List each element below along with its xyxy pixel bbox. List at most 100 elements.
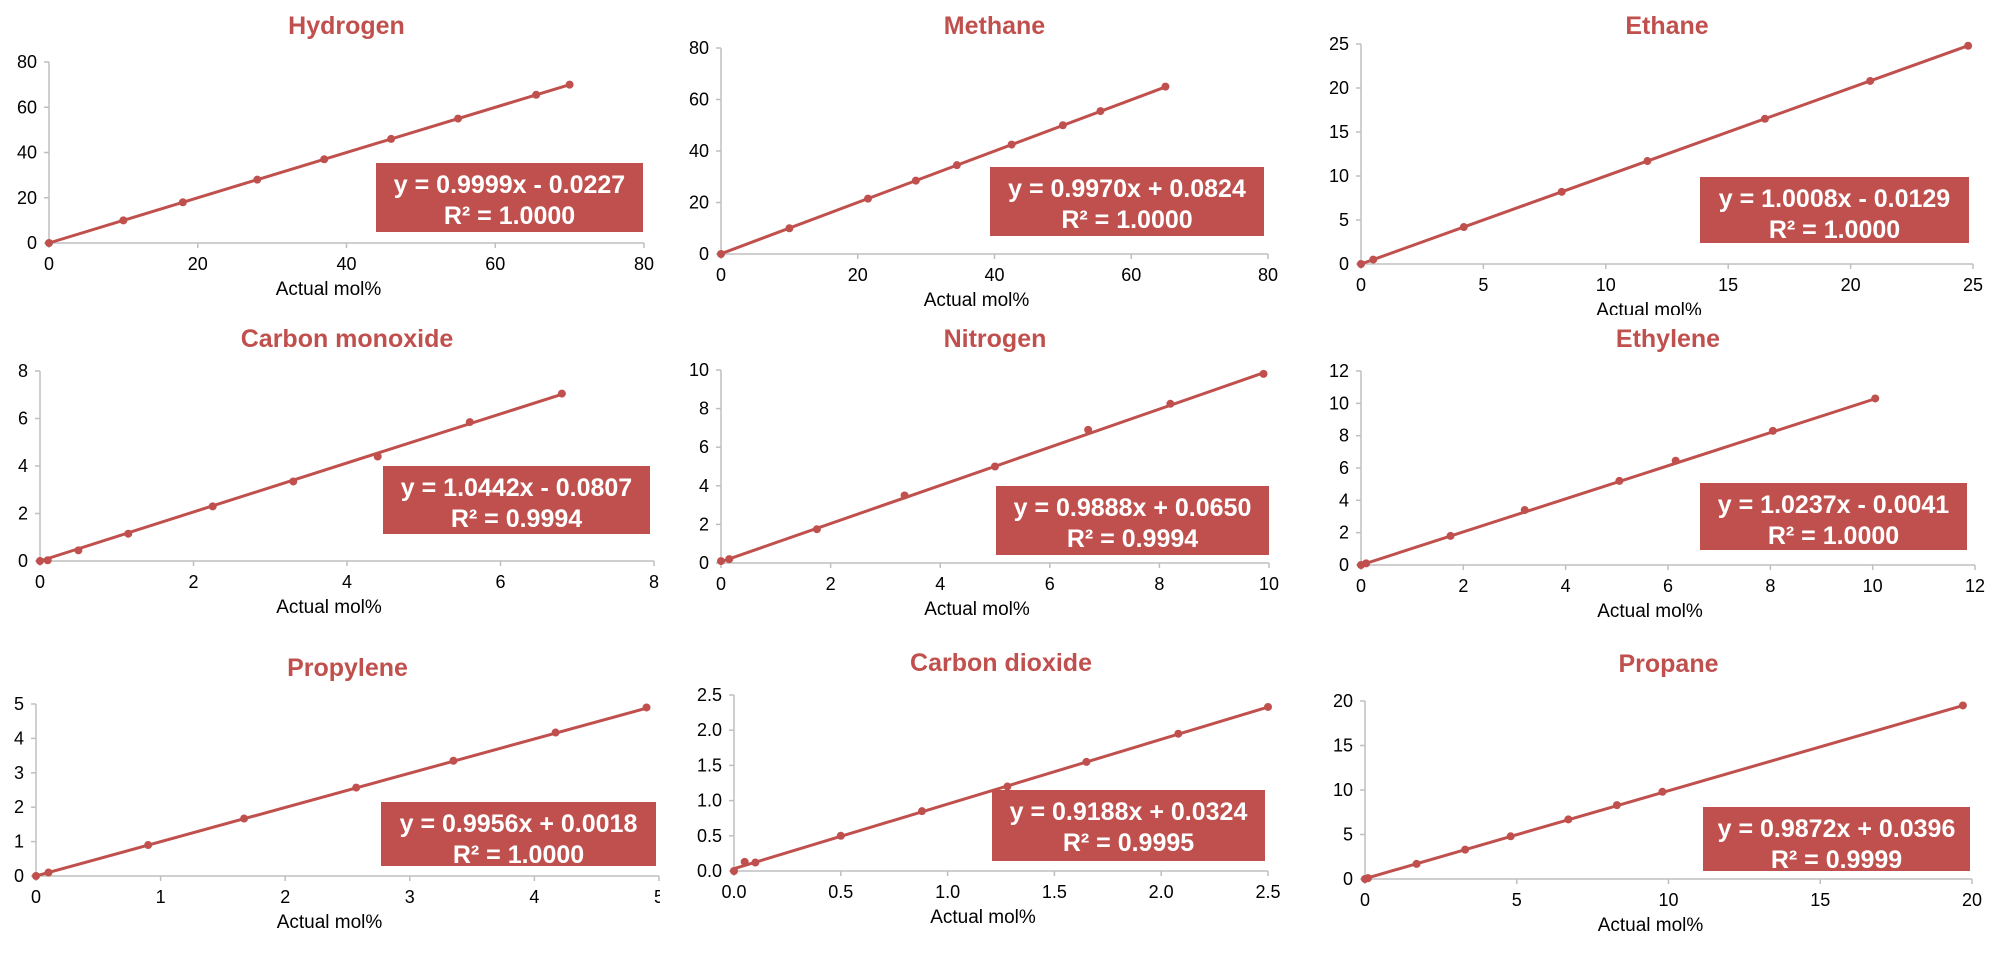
data-point: [1166, 399, 1175, 408]
data-point: [208, 502, 217, 511]
y-tick-label: 10: [1330, 393, 1349, 413]
y-tick-label: 6: [18, 409, 28, 429]
equation-box: [1700, 177, 1969, 243]
data-point: [565, 80, 574, 89]
data-point: [1871, 394, 1880, 403]
regression-equation: y = 0.9956x + 0.0018: [400, 810, 638, 838]
data-point: [1096, 107, 1105, 116]
chart-panel-3: Ethane 0 5 10 15 20 25 0 5 10 15 20 25 Actual mol% y =…: [1330, 12, 1983, 315]
y-tick-label: 80: [17, 52, 37, 72]
data-point: [465, 418, 474, 427]
x-tick-label: 5: [1512, 890, 1522, 910]
x-tick-label: 0: [35, 572, 45, 592]
r-squared: R² = 1.0000: [1769, 216, 1900, 244]
x-tick-label: 6: [1663, 576, 1673, 596]
y-tick-label: 2: [699, 514, 709, 534]
y-tick-label: 20: [1333, 691, 1353, 711]
y-tick-label: 5: [1339, 210, 1349, 230]
y-tick-label: 0: [1339, 555, 1349, 575]
chart-panel-2: Methane 0 20 40 60 80 0 20 40 60 80 Actual mol% y = …: [689, 12, 1278, 311]
chart-panel-9: Propane 0 5 10 15 20 0 5 10 15 20 Actual mol% y = 0.…: [1333, 650, 1982, 936]
data-point: [1264, 702, 1272, 711]
x-tick-label: 0: [31, 887, 41, 907]
x-tick-label: 15: [1718, 275, 1738, 295]
data-point: [1364, 874, 1373, 883]
data-point: [740, 857, 749, 866]
r-squared: R² = 0.9995: [1063, 829, 1194, 857]
x-tick-label: 8: [649, 572, 659, 592]
y-tick-label: 2.5: [697, 685, 722, 705]
data-point: [1768, 426, 1777, 435]
x-tick-label: 40: [984, 265, 1004, 285]
x-tick-label: 6: [495, 572, 505, 592]
data-point: [1964, 41, 1973, 50]
x-tick-label: 10: [1863, 576, 1883, 596]
regression-equation: y = 0.9872x + 0.0396: [1718, 815, 1956, 843]
data-point: [1446, 531, 1455, 540]
data-point: [1564, 815, 1573, 824]
y-tick-label: 10: [689, 360, 709, 380]
x-tick-label: 20: [1962, 890, 1982, 910]
data-point: [124, 529, 133, 538]
y-tick-label: 12: [1330, 361, 1349, 381]
data-point: [1084, 425, 1093, 434]
regression-equation: y = 1.0442x - 0.0807: [401, 474, 632, 502]
x-tick-label: 80: [634, 254, 654, 274]
data-point: [1643, 157, 1652, 166]
y-tick-label: 0: [699, 553, 709, 573]
y-tick-label: 20: [17, 188, 37, 208]
data-point: [1459, 223, 1468, 232]
x-tick-label: 6: [1045, 574, 1055, 594]
y-tick-label: 10: [1330, 166, 1349, 186]
data-point: [836, 831, 845, 840]
data-point: [1362, 559, 1371, 568]
trendline: [720, 85, 1166, 256]
data-point: [1958, 701, 1967, 710]
x-tick-label: 2: [826, 574, 836, 594]
y-tick-label: 0: [699, 244, 709, 264]
x-tick-label: 4: [935, 574, 945, 594]
data-point: [952, 161, 961, 170]
x-axis-label: Actual mol%: [1596, 300, 1702, 315]
data-point: [551, 728, 560, 737]
x-tick-label: 0: [44, 254, 54, 274]
y-tick-label: 20: [689, 193, 709, 213]
y-tick-label: 0: [14, 866, 24, 886]
data-point: [32, 872, 40, 880]
data-point: [387, 134, 396, 143]
x-tick-label: 2: [280, 887, 290, 907]
data-point: [1174, 729, 1183, 738]
y-tick-label: 5: [1343, 825, 1353, 845]
data-point: [240, 814, 249, 823]
y-tick-label: 4: [14, 728, 24, 748]
equation-box: [1703, 807, 1970, 871]
x-tick-label: 10: [1259, 574, 1279, 594]
equation-box: [992, 790, 1265, 861]
y-tick-label: 25: [1330, 34, 1349, 54]
data-point: [1612, 801, 1621, 810]
equation-box: [383, 466, 650, 534]
y-tick-label: 80: [689, 38, 709, 58]
r-squared: R² = 1.0000: [1768, 522, 1899, 550]
y-tick-label: 0: [1343, 869, 1353, 889]
data-point: [36, 557, 44, 565]
y-tick-label: 8: [699, 399, 709, 419]
equation-box: [996, 486, 1269, 555]
data-point: [864, 194, 873, 203]
y-tick-label: 6: [699, 437, 709, 457]
data-point: [45, 239, 53, 247]
trendline: [48, 83, 571, 245]
y-tick-label: 15: [1333, 736, 1353, 756]
x-tick-label: 0: [716, 265, 726, 285]
regression-equation: y = 1.0008x - 0.0129: [1719, 185, 1950, 213]
data-point: [144, 841, 153, 850]
x-tick-label: 1.0: [935, 882, 960, 902]
y-tick-label: 0: [1339, 254, 1349, 274]
x-tick-label: 20: [848, 265, 868, 285]
y-tick-label: 4: [1339, 490, 1349, 510]
x-tick-label: 3: [405, 887, 415, 907]
data-point: [557, 389, 566, 398]
x-tick-label: 0: [716, 574, 726, 594]
y-tick-label: 2.0: [697, 720, 722, 740]
x-tick-label: 4: [529, 887, 539, 907]
